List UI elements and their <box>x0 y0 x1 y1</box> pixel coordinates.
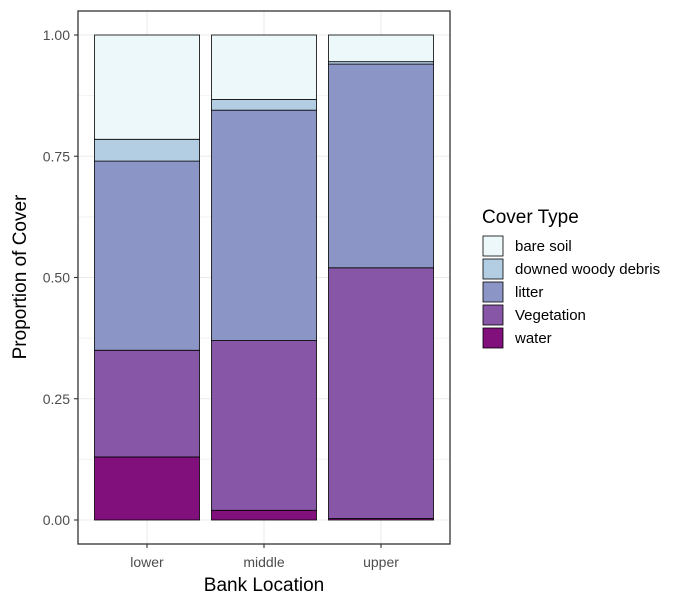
legend-key <box>482 327 504 349</box>
bar-segment <box>328 34 434 63</box>
legend-label: Vegetation <box>515 307 586 324</box>
bar-segment <box>211 99 317 111</box>
legend-label: litter <box>515 284 543 301</box>
x-tick-label: middle <box>243 554 284 570</box>
y-axis-title: Proportion of Cover <box>10 194 31 359</box>
bar-segment <box>94 349 200 458</box>
x-axis: lower middle upper <box>130 544 399 570</box>
x-tick-label: upper <box>363 554 399 570</box>
y-axis: 0.00 0.25 0.50 0.75 1.00 <box>43 27 78 528</box>
x-axis-title: Bank Location <box>204 575 324 596</box>
bar-segment <box>211 340 317 511</box>
bar-segment <box>94 456 200 521</box>
y-tick-label: 0.50 <box>43 270 70 286</box>
bars <box>94 34 434 521</box>
legend-key <box>482 304 504 326</box>
bar-segment <box>328 63 434 269</box>
legend-key <box>482 281 504 303</box>
bar-segment <box>211 34 317 100</box>
bar-segment <box>94 34 200 140</box>
x-tick-label: lower <box>130 554 164 570</box>
legend-label: bare soil <box>515 238 572 255</box>
legend: Cover Type bare soil downed woody debris l… <box>482 207 660 349</box>
bar-segment <box>94 160 200 351</box>
legend-label: water <box>514 330 552 347</box>
legend-title: Cover Type <box>482 207 579 228</box>
legend-key <box>482 258 504 280</box>
y-tick-label: 1.00 <box>43 27 70 43</box>
bar-segment <box>211 109 317 341</box>
legend-key <box>482 235 504 257</box>
bar-segment <box>211 509 317 521</box>
y-tick-label: 0.25 <box>43 391 70 407</box>
y-tick-label: 0.00 <box>43 512 70 528</box>
bar-segment <box>328 267 434 519</box>
y-tick-label: 0.75 <box>43 148 70 164</box>
bar-segment <box>94 138 200 162</box>
legend-label: downed woody debris <box>515 261 660 278</box>
